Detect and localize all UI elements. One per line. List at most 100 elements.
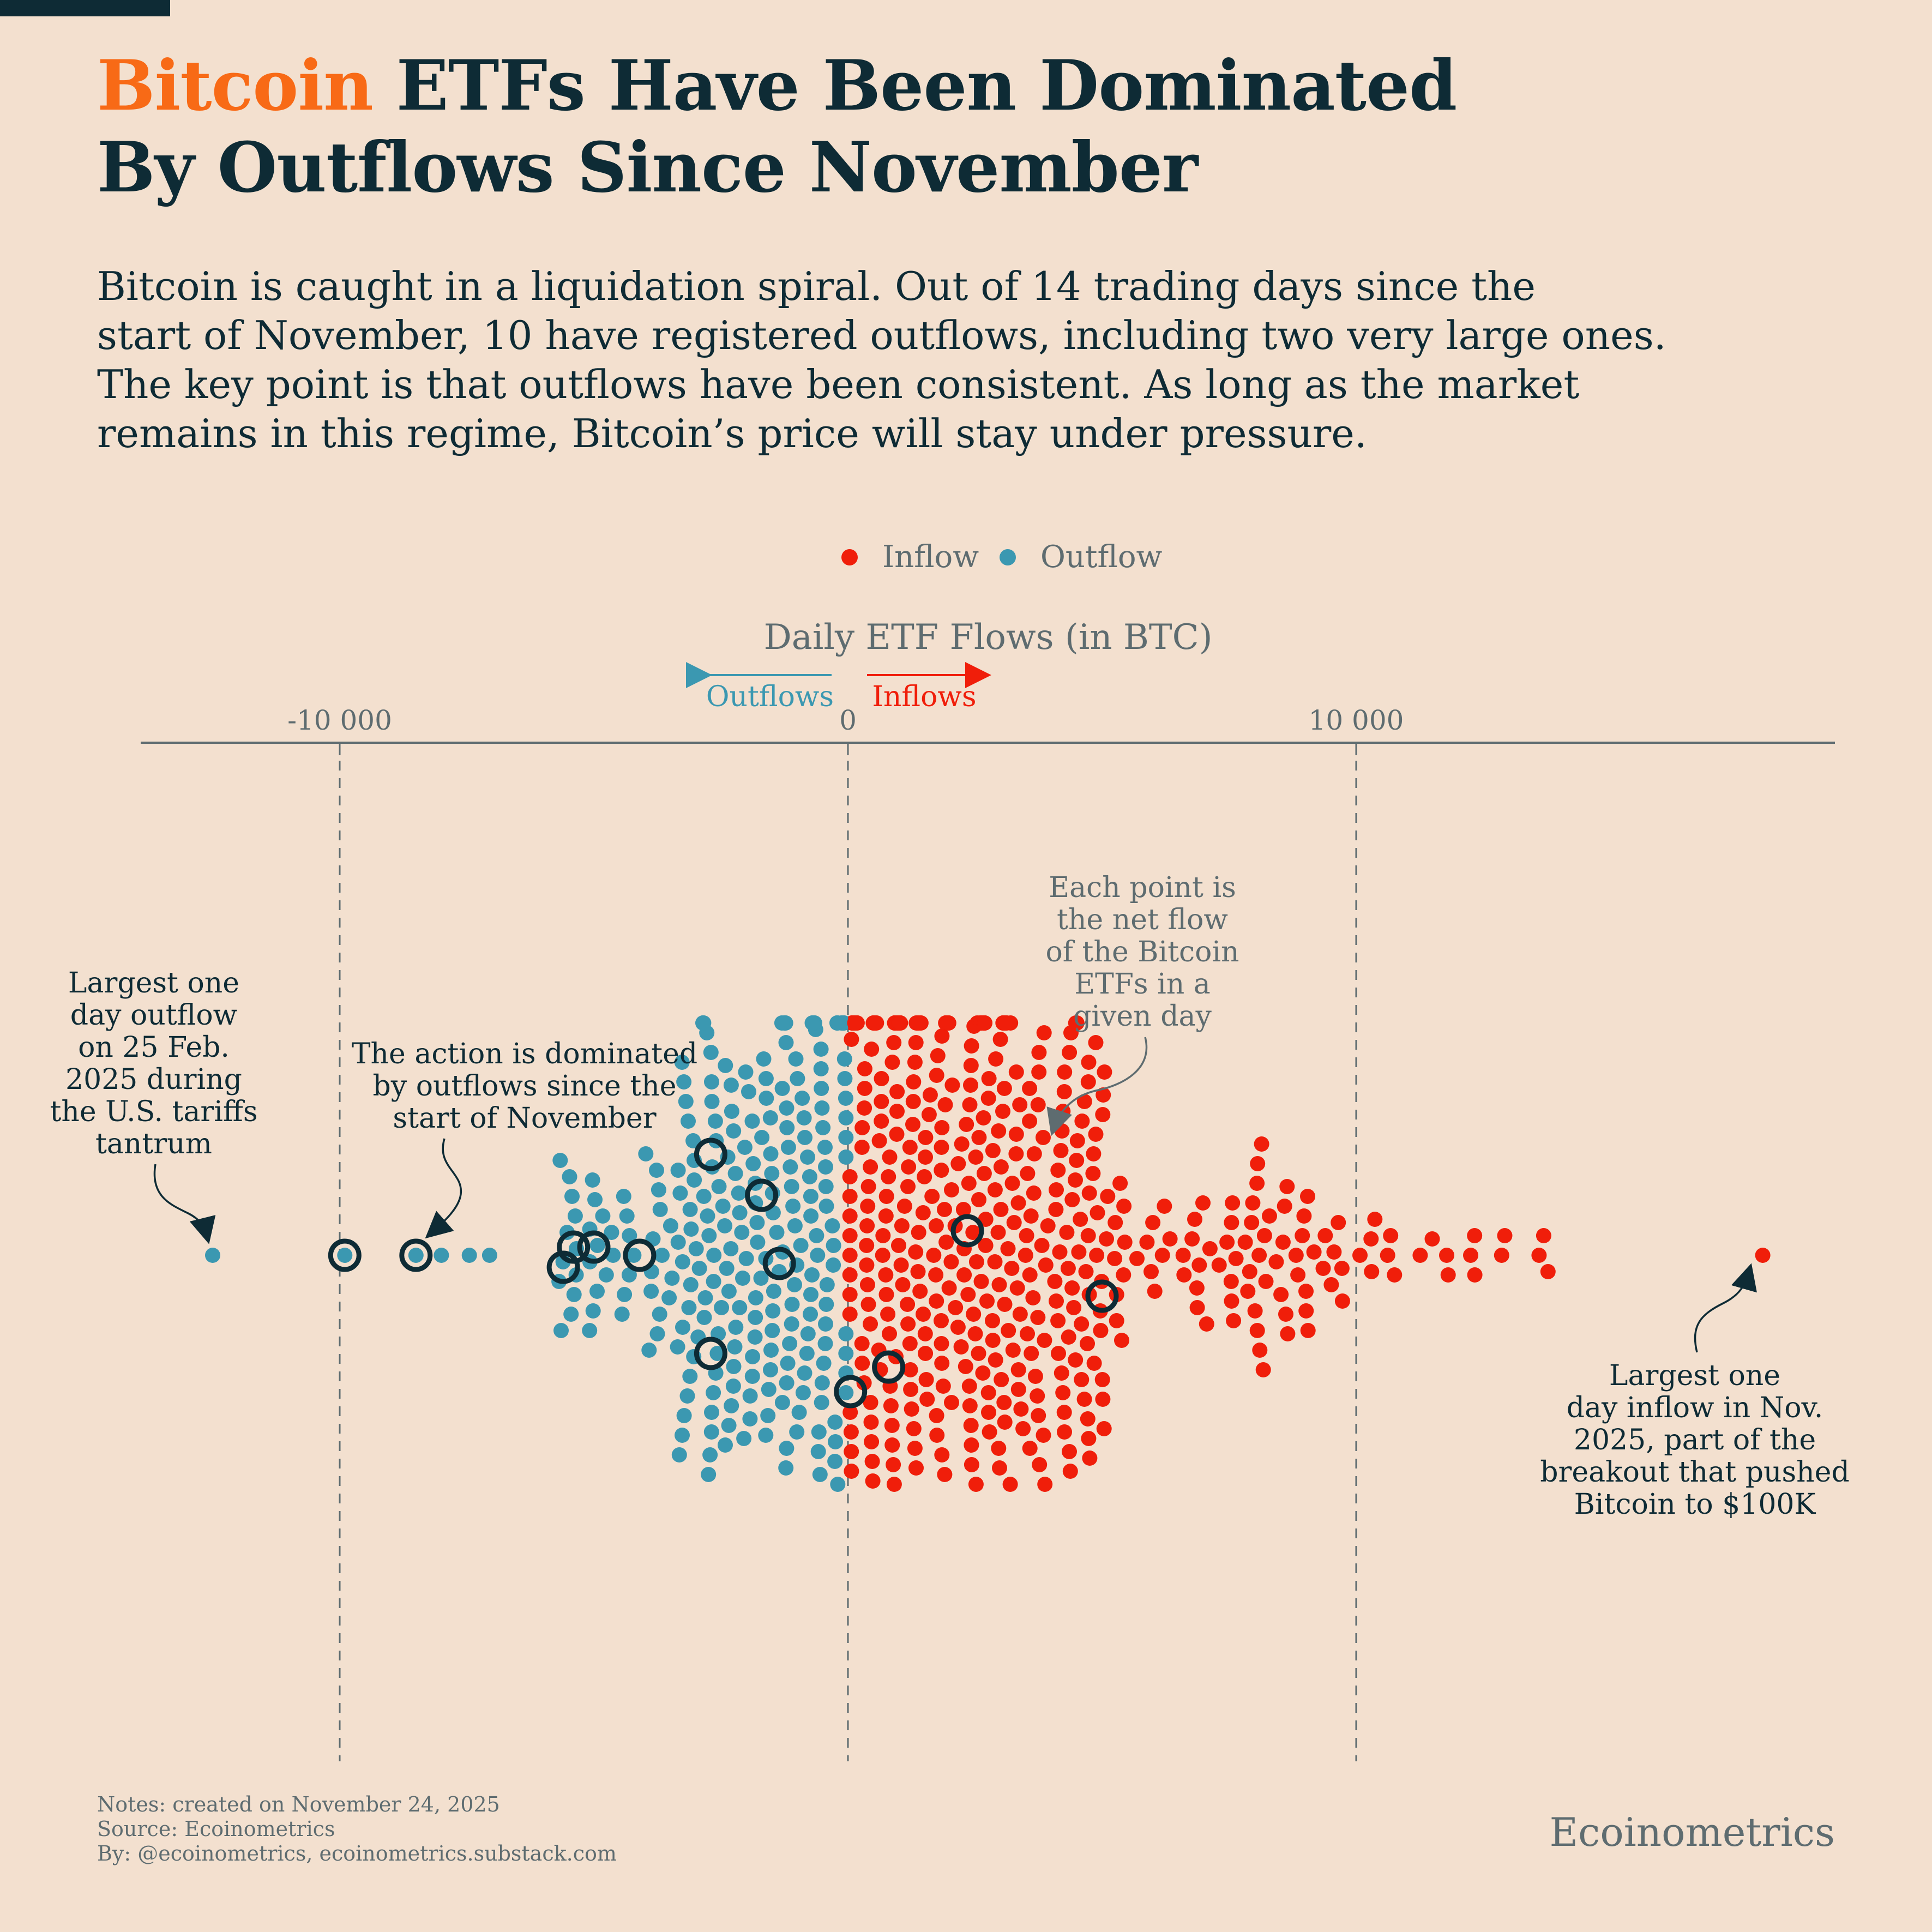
inflow-point [938,1235,954,1250]
inflow-point [1015,1421,1031,1436]
inflow-point [954,1136,970,1152]
outflow-point [589,1284,605,1299]
inflow-point [929,1428,945,1443]
outflow-point [817,1336,833,1351]
inflow-point [987,1254,1003,1269]
legend-inflow-label: Inflow [882,539,979,575]
inflow-point [1237,1235,1253,1250]
inflow-point [864,1042,880,1057]
inflow-point [865,1473,881,1489]
inflow-point [918,1149,933,1165]
inflow-point [1224,1215,1239,1230]
outflow-point [828,1434,843,1449]
inflow-point [919,1392,935,1407]
inflow-point [1112,1176,1128,1191]
outflow-point [679,1388,695,1404]
outflow-point [661,1290,677,1305]
inflow-point [854,1140,870,1155]
outflow-point [643,1284,659,1299]
inflow-point [993,1159,1009,1175]
outflow-point [641,1343,657,1358]
inflow-point [1298,1303,1314,1319]
inflow-point [980,1385,996,1400]
inflow-point [913,1015,929,1031]
inflow-point [963,1078,978,1093]
inflow-point [1050,1313,1066,1328]
outflow-point [681,1114,696,1129]
highlighted-point-ring [1085,1279,1119,1313]
inflow-point [1022,1441,1038,1456]
inflow-point [982,1424,997,1440]
inflow-point [1023,1208,1039,1224]
outflow-point [718,1437,733,1453]
inflow-point [871,1133,887,1148]
inflow-point [1277,1199,1292,1214]
inflow-point [1031,1408,1046,1423]
inflow-point [943,1254,959,1269]
outflow-point [682,1202,698,1217]
inflow-point [1099,1231,1114,1247]
inflow-point [842,1405,858,1420]
annotation-line: by outflows since the [373,1070,677,1103]
outflow-point [764,1166,780,1181]
inflow-point [1055,1385,1071,1400]
outflow-point [838,1149,854,1165]
inflow-point [944,1078,960,1093]
outflow-point [784,1297,800,1312]
inflow-point [1116,1267,1131,1283]
outflow-point [838,1110,854,1126]
outflow-point [774,1395,790,1410]
outflow-point [837,1071,853,1086]
outflow-point [818,1297,834,1312]
inflow-point [884,1055,900,1070]
inflow-point [882,1326,897,1341]
inflow-point [1275,1235,1291,1250]
outflow-point [799,1346,815,1361]
corner-accent-bar [0,0,170,16]
outflow-point [704,1074,719,1090]
inflow-point [1037,1333,1052,1348]
inflow-point [976,1110,991,1126]
inflow-point [1288,1248,1304,1263]
inflow-point [935,1379,951,1394]
inflow-point [934,1120,950,1135]
inflow-point [906,1421,922,1436]
inflow-point [1049,1293,1064,1309]
inflow-point [886,1035,902,1050]
inflow-point [950,1156,966,1171]
inflow-point [901,1159,917,1175]
outflow-point [747,1329,763,1345]
inflow-point [1051,1346,1066,1361]
inflow-point [1002,1477,1018,1492]
inflow-point [1062,1045,1078,1060]
outflow-point [827,1415,843,1430]
inflow-point [1295,1228,1310,1243]
footer-notes: Notes: created on November 24, 2025 Sour… [97,1792,617,1866]
inflow-point [859,1257,875,1273]
outflow-point [750,1235,766,1250]
outflow-point [737,1140,753,1155]
inflow-point [937,1202,952,1217]
outflow-point [670,1163,686,1178]
outflow-point [604,1225,619,1240]
inflow-point [1068,1172,1083,1188]
inflow-point [1244,1215,1260,1230]
annotation-line: the net flow [1057,904,1228,936]
inflow-point [1323,1277,1339,1292]
outflow-point [738,1064,754,1080]
inflow-point [1252,1343,1268,1358]
inflow-point [844,1444,859,1459]
inflow-point [1531,1248,1547,1263]
annotation-line: 2025, part of the [1574,1424,1816,1456]
subtitle-line-2: start of November, 10 have registered ou… [97,312,1666,358]
chart-subtitle: Bitcoin is caught in a liquidation spira… [97,262,1842,458]
inflow-point [1022,1114,1038,1129]
inflow-point [900,1316,916,1332]
outflow-point [652,1307,667,1322]
inflow-point [849,1015,865,1031]
inflow-point [1096,1087,1111,1103]
inflow-point [1027,1369,1043,1384]
outflow-point [789,1424,805,1440]
inflow-point [893,1015,908,1031]
inflow-point [1380,1248,1395,1263]
